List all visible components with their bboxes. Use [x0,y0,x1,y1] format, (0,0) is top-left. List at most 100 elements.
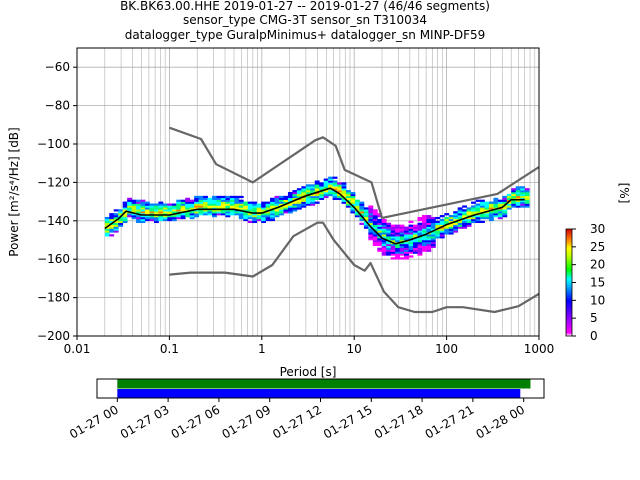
histogram-cell [417,224,423,227]
histogram-cell [203,201,208,204]
histogram-cell [404,230,409,233]
histogram-cell [493,205,499,208]
histogram-cell [395,253,401,256]
histogram-cell [212,209,217,212]
histogram-cell [167,215,173,218]
histogram-cell [350,207,356,210]
histogram-cell [462,209,468,212]
histogram-cell [524,193,530,197]
histogram-cell [149,209,155,212]
histogram-cell [341,197,347,200]
histogram-cell [113,228,119,231]
histogram-cell [413,232,418,235]
histogram-cell [399,236,405,239]
histogram-cell [180,203,186,206]
histogram-cell [381,245,387,248]
histogram-cell [417,249,423,252]
histogram-cell [350,211,356,214]
histogram-cell [194,195,200,199]
histogram-cell [136,215,141,218]
histogram-cell [488,213,494,216]
histogram-cell [252,213,258,216]
histogram-cell [252,220,258,224]
histogram-cell [332,195,338,199]
histogram-cell [198,209,204,212]
histogram-cell [408,243,414,247]
histogram-cell [176,213,182,216]
histogram-cell [220,203,226,206]
histogram-cell [346,190,351,193]
histogram-cell [408,245,414,248]
colorbar-tick-label: 20 [590,258,605,272]
histogram-cell [176,209,182,212]
histogram-cell [368,215,374,218]
histogram-cell [404,245,409,248]
histogram-cell [502,215,508,218]
histogram-cell [243,201,249,204]
histogram-cell [301,192,307,195]
histogram-cell [372,243,378,247]
histogram-cell [323,180,329,183]
x-tick-label: 1000 [524,342,555,356]
histogram-cell [421,220,427,224]
histogram-cell [287,207,293,210]
histogram-cell [292,207,298,210]
histogram-cell [158,211,164,214]
histogram-cell [158,205,164,208]
histogram-cell [127,209,133,212]
histogram-cell [301,190,307,193]
histogram-cell [404,253,409,256]
histogram-cell [113,230,119,233]
histogram-cell [421,230,427,233]
histogram-cell [332,197,338,200]
histogram-cell [328,184,334,187]
histogram-cell [203,207,208,210]
histogram-cell [444,226,450,229]
histogram-cell [350,197,356,200]
histogram-cell [261,207,267,210]
histogram-cell [104,230,110,233]
histogram-cell [435,216,441,220]
histogram-cell [171,207,177,210]
histogram-cell [265,203,271,206]
histogram-cell [162,205,168,208]
mean-line [104,187,525,245]
histogram-cell [158,215,164,218]
histogram-cell [180,199,186,202]
histogram-cell [386,230,392,233]
histogram-cell [216,203,222,206]
histogram-cell [153,209,159,212]
histogram-cell [426,216,432,220]
histogram-cell [341,186,347,189]
histogram-cell [395,243,401,247]
plot-frame [76,47,540,337]
histogram-cell [252,215,258,218]
histogram-cell [390,234,396,237]
histogram-cell [488,201,494,204]
histogram-cell [122,213,128,216]
histogram-cell [368,209,374,212]
histogram-cell [301,199,307,202]
histogram-cell [189,199,195,202]
histogram-cell [296,193,302,197]
histogram-cell [506,203,512,206]
histogram-cell [466,224,472,227]
histogram-cell [439,232,445,235]
histogram-cell [488,203,494,206]
histogram-cell [153,218,159,222]
histogram-cell [404,241,409,245]
histogram-cell [511,199,517,202]
colorbar [565,228,573,337]
histogram-cell [234,197,240,200]
histogram-cell [359,213,365,216]
histogram-cell [261,205,267,208]
histogram-cell [131,211,137,214]
histogram-cell [430,224,436,227]
histogram-cell [337,197,342,200]
histogram-cell [252,205,258,208]
histogram-cell [131,215,137,218]
histogram-cell [145,211,150,214]
histogram-cell [113,216,119,220]
histogram-cell [185,205,191,208]
histogram-cell [488,211,494,214]
